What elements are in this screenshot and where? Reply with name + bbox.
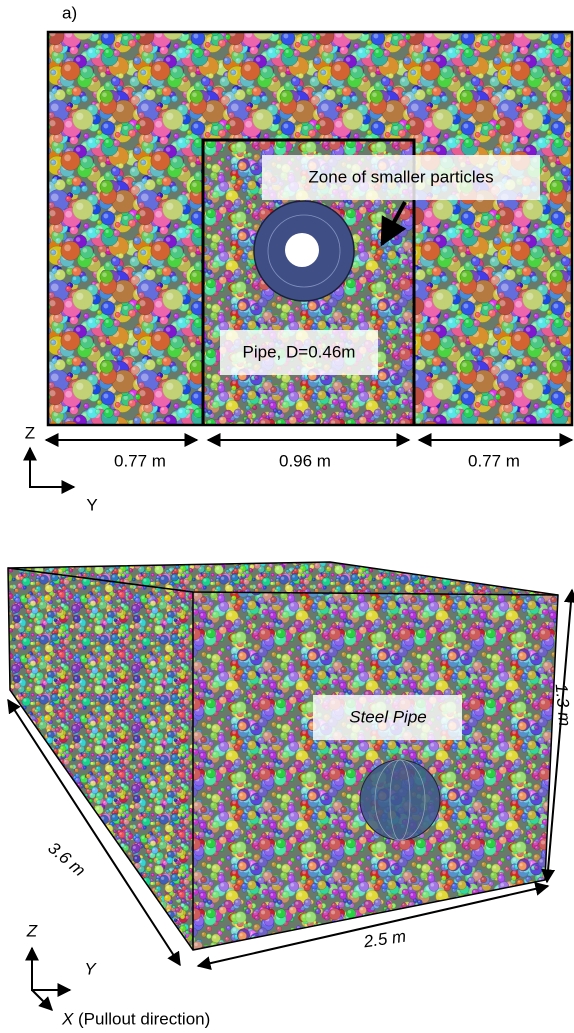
- dimension-label: 0.96 m: [279, 451, 331, 470]
- axis-arrow: [32, 990, 52, 1010]
- axis-label: Z: [26, 921, 38, 940]
- figure: a) Zone of smaller particles Pipe, D=0.4…: [0, 0, 574, 1033]
- axis-label: X: [61, 1009, 74, 1028]
- axis-label: Y: [86, 495, 97, 514]
- dimension-label: 0.77 m: [114, 451, 166, 470]
- steel-pipe: [360, 760, 440, 840]
- axis-note: (Pullout direction): [78, 1009, 210, 1028]
- axis-label: Z: [25, 423, 35, 442]
- axis-label: Y: [84, 959, 97, 978]
- dimension-label: 3.6 m: [44, 838, 89, 880]
- pipe-label: Pipe, D=0.46m: [243, 342, 356, 361]
- bottom-panel: Steel Pipe 1.3 m 3.6 m 2.5 m Z Y X (Pull…: [8, 562, 574, 1028]
- dimension-label: 1.3 m: [552, 683, 574, 727]
- top-panel: Zone of smaller particles Pipe, D=0.46m …: [25, 32, 572, 514]
- dimension-label: 0.77 m: [468, 451, 520, 470]
- panel-label: a): [62, 3, 77, 22]
- pipe-label: Steel Pipe: [349, 707, 427, 726]
- zone-label: Zone of smaller particles: [308, 167, 493, 186]
- pipe-hole: [285, 233, 319, 267]
- side-face: [8, 568, 193, 950]
- dimension-label: 2.5 m: [361, 927, 407, 952]
